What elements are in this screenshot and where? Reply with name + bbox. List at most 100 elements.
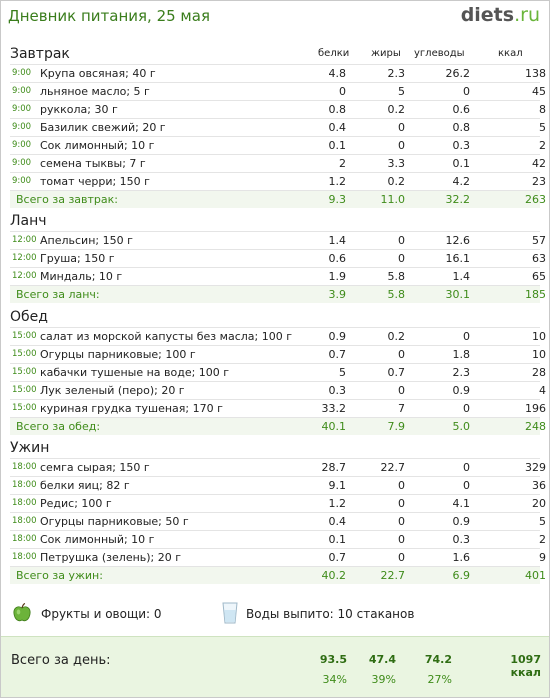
meal-title: Завтрак [10,46,70,62]
food-row: 18:00 белки яиц; 82 г 9.1 0 0 36 [10,476,546,494]
fat-value: 0 [398,139,405,152]
total-kcal: 401 [525,569,546,582]
kcal-value: 4 [539,384,546,397]
kcal-value: 10 [532,330,546,343]
day-pct-carbs: 27% [427,673,452,686]
fat-value: 0.2 [387,330,406,343]
kcal-value: 20 [532,497,546,510]
food-name: Сок лимонный; 10 г [40,533,155,546]
protein-value: 0.1 [328,533,347,546]
meal-section: Обед 15:00 салат из морской капусты без ма… [10,307,546,435]
meal-total-label: Всего за обед: [16,420,101,433]
carbs-value: 16.1 [445,252,471,265]
kcal-value: 9 [539,551,546,564]
meal-title: Ланч [10,213,47,229]
food-row: 18:00 Редис; 100 г 1.2 0 4.1 20 [10,494,546,512]
carbs-value: 0 [463,330,470,343]
fat-value: 0.2 [387,175,406,188]
food-row: 9:00 Сок лимонный; 10 г 0.1 0 0.3 2 [10,136,546,154]
protein-value: 5 [339,366,346,379]
carbs-value: 1.8 [452,348,471,361]
fat-value: 0 [398,121,405,134]
protein-value: 0.4 [328,515,347,528]
fat-value: 3.3 [387,157,406,170]
day-pct-protein: 34% [322,673,347,686]
carbs-value: 0 [463,461,470,474]
meal-section: Ужин 18:00 семга сырая; 150 г 28.7 22.7 0 329 1… [10,438,546,584]
meal-time: 9:00 [12,158,32,168]
fat-value: 0.7 [387,366,406,379]
meal-total-label: Всего за ланч: [16,288,100,301]
kcal-value: 329 [525,461,546,474]
food-row: 15:00 салат из морской капусты без масла;… [10,327,546,345]
kcal-value: 65 [532,270,546,283]
kcal-value: 138 [525,67,546,80]
food-row: 15:00 Огурцы парниковые; 100 г 0.7 0 1.8 10 [10,345,546,363]
food-row: 9:00 Базилик свежий; 20 г 0.4 0 0.8 5 [10,118,546,136]
food-row: 9:00 руккола; 30 г 0.8 0.2 0.6 8 [10,100,546,118]
carbs-value: 4.2 [452,175,471,188]
carbs-value: 0.9 [452,384,471,397]
food-name: семга сырая; 150 г [40,461,150,474]
protein-value: 33.2 [321,402,347,415]
carbs-value: 4.1 [452,497,471,510]
day-total-carbs: 74.2 [424,653,452,666]
food-name: Базилик свежий; 20 г [40,121,166,134]
meal-time: 18:00 [12,462,37,472]
total-carbs: 5.0 [452,420,471,433]
meal-time: 12:00 [12,271,37,281]
meal-time: 9:00 [12,68,32,78]
fat-value: 0.2 [387,103,406,116]
protein-value: 9.1 [328,479,347,492]
protein-value: 0.9 [328,330,347,343]
page-title: Дневник питания, 25 мая [8,7,210,25]
site-logo[interactable]: diets.ru [461,4,540,26]
header: Дневник питания, 25 мая diets.ru [0,0,550,34]
kcal-value: 2 [539,139,546,152]
total-protein: 40.1 [321,420,347,433]
meal-time: 18:00 [12,498,37,508]
food-row: 9:00 семена тыквы; 7 г 2 3.3 0.1 42 [10,154,546,172]
protein-value: 0.7 [328,551,347,564]
food-row: 9:00 Крупа овсяная; 40 г 4.8 2.3 26.2 138 [10,64,546,82]
food-row: 12:00 Груша; 150 г 0.6 0 16.1 63 [10,249,546,267]
column-header-carbs: углеводы [414,48,465,59]
day-pct-fat: 39% [371,673,396,686]
food-row: 15:00 куриная грудка тушеная; 170 г 33.2 7 0… [10,399,546,417]
food-name: Крупа овсяная; 40 г [40,67,156,80]
carbs-value: 0.1 [452,157,471,170]
food-name: Апельсин; 150 г [40,234,133,247]
fat-value: 0 [398,384,405,397]
food-row: 12:00 Апельсин; 150 г 1.4 0 12.6 57 [10,231,546,249]
meal-time: 15:00 [12,331,37,341]
fat-value: 5 [398,85,405,98]
day-total-label: Всего за день: [11,653,111,668]
carbs-value: 1.4 [452,270,471,283]
protein-value: 0.8 [328,103,347,116]
meal-total-row: Всего за обед: 40.1 7.9 5.0 248 [10,417,546,435]
carbs-value: 12.6 [445,234,471,247]
protein-value: 0.4 [328,121,347,134]
column-header-kcal: ккал [498,48,523,59]
total-carbs: 30.1 [445,288,471,301]
carbs-value: 0 [463,479,470,492]
protein-value: 0 [339,85,346,98]
total-fat: 5.8 [387,288,406,301]
fat-value: 7 [398,402,405,415]
food-name: Лук зеленый (перо); 20 г [40,384,185,397]
meal-time: 9:00 [12,176,32,186]
extras-bar: Фрукты и овощи: 0 Воды выпито: 10 стакан… [12,601,532,627]
water-count: Воды выпито: 10 стаканов [246,607,415,621]
food-name: Огурцы парниковые; 50 г [40,515,189,528]
apple-icon [13,603,31,622]
total-kcal: 185 [525,288,546,301]
day-total-protein: 93.5 [319,653,347,666]
carbs-value: 1.6 [452,551,471,564]
protein-value: 2 [339,157,346,170]
meal-total-row: Всего за ланч: 3.9 5.8 30.1 185 [10,285,546,303]
total-kcal: 248 [525,420,546,433]
column-header-fat: жиры [371,48,401,59]
meal-time: 15:00 [12,403,37,413]
meal-total-row: Всего за завтрак: 9.3 11.0 32.2 263 [10,190,546,208]
total-fat: 7.9 [387,420,406,433]
